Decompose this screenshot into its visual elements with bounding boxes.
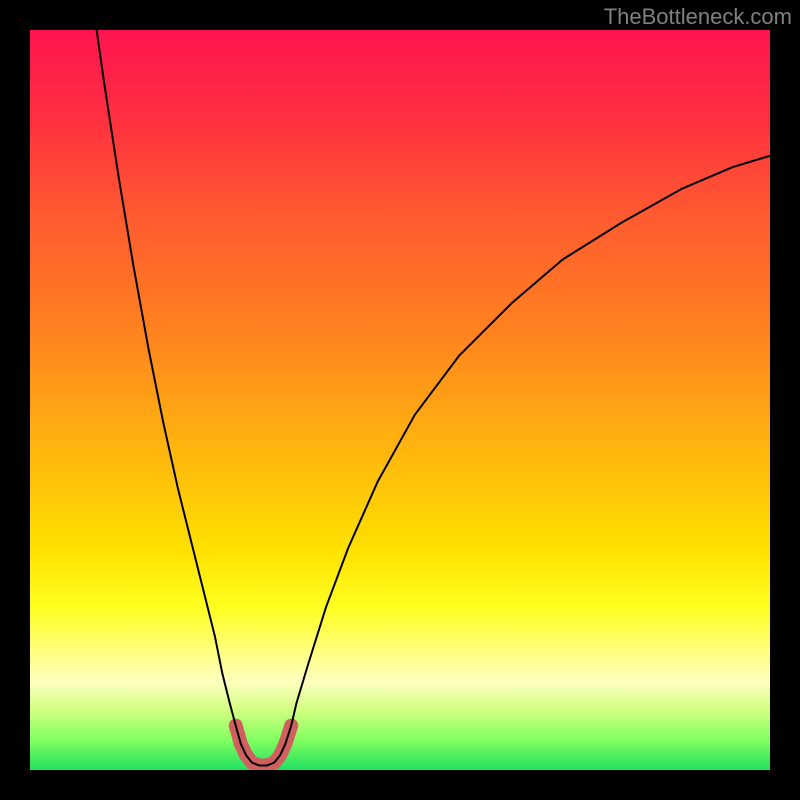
- bottleneck-chart: [30, 30, 770, 770]
- chart-container: [30, 30, 770, 770]
- watermark-text: TheBottleneck.com: [604, 4, 792, 30]
- chart-background: [30, 30, 770, 770]
